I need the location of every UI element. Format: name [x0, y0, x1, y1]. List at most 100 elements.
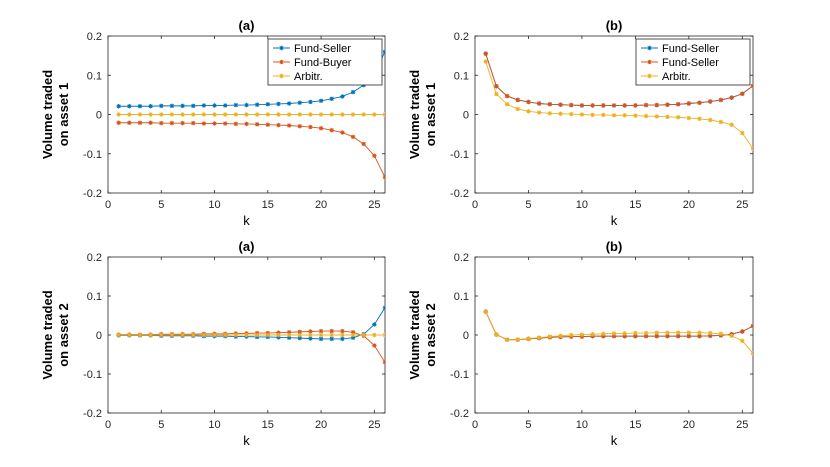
y-axis-label-line1: Volume traded	[40, 70, 55, 159]
data-point	[718, 331, 724, 337]
series-markers-3	[483, 309, 753, 356]
data-point	[372, 332, 377, 338]
data-point	[159, 332, 164, 338]
panel-title: (b)	[606, 239, 623, 254]
data-point	[286, 330, 292, 335]
legend: Fund-Seller Fund-Buyer Arbitr.	[267, 38, 383, 86]
data-point	[350, 112, 356, 117]
x-tick-label: 5	[158, 419, 164, 431]
data-point	[340, 332, 345, 338]
data-point	[137, 104, 143, 109]
data-point	[590, 112, 595, 118]
data-point	[558, 111, 563, 116]
data-point	[665, 114, 670, 120]
data-point	[318, 332, 324, 338]
data-point	[254, 122, 260, 127]
data-point	[729, 95, 734, 100]
data-point	[308, 336, 313, 341]
y-tick-label: -0.1	[83, 149, 102, 161]
data-point	[372, 153, 377, 158]
panel-1: 0 5 10 15 20 25 -0.2 -0.1 0 0.1 0.2 (a) k Volume trad…	[40, 18, 386, 228]
data-point	[750, 146, 753, 151]
data-point	[340, 336, 345, 342]
legend-marker-1	[647, 45, 652, 51]
data-point	[633, 103, 638, 108]
data-point	[286, 123, 292, 128]
panel-4: 0 5 10 15 20 25 -0.2 -0.1 0 0.1 0.2 (b) k Volume trad…	[407, 239, 754, 448]
data-point	[750, 351, 753, 356]
data-point	[127, 332, 132, 338]
panel-3: 0 5 10 15 20 25 -0.2 -0.1 0 0.1 0.2 (a) k Volume trad…	[40, 239, 386, 448]
x-tick-label: 0	[105, 199, 111, 211]
data-point	[579, 112, 585, 117]
data-point	[159, 103, 164, 109]
y-tick-label: 0.1	[454, 70, 469, 82]
y-axis-label: Volume traded on asset 2	[407, 290, 438, 379]
data-point	[579, 332, 585, 337]
panel-title: (a)	[239, 239, 255, 254]
legend-label-3: Arbitr.	[294, 71, 323, 83]
data-point	[361, 112, 366, 117]
data-point	[622, 331, 627, 336]
data-point	[350, 335, 356, 340]
data-point	[222, 112, 228, 117]
data-point	[265, 122, 271, 127]
data-point	[265, 332, 271, 338]
legend-marker-3	[647, 73, 652, 79]
y-axis-label-line2: on asset 2	[56, 303, 71, 367]
data-point	[372, 343, 377, 348]
data-point	[297, 124, 302, 129]
series-line-3	[485, 311, 753, 354]
data-point	[276, 330, 281, 335]
x-axis-label: k	[611, 213, 618, 228]
data-point	[569, 102, 574, 108]
data-point	[169, 103, 175, 109]
y-tick-label: 0	[463, 330, 469, 342]
data-point	[286, 112, 292, 117]
panel-2: 0 5 10 15 20 25 -0.2 -0.1 0 0.1 0.2 (b) k Volume trad…	[407, 18, 754, 228]
series-line-2	[485, 311, 753, 341]
y-axis-label-line2: on asset 2	[423, 303, 438, 367]
y-tick-label: 0	[96, 330, 102, 342]
x-tick-label: 5	[525, 419, 531, 431]
data-point	[526, 99, 531, 105]
y-tick-label: 0.2	[87, 31, 102, 43]
data-point	[526, 109, 531, 114]
data-point	[159, 112, 164, 117]
data-point	[601, 333, 606, 339]
data-point	[116, 112, 121, 117]
data-point	[212, 112, 217, 117]
data-point	[286, 332, 292, 338]
data-point	[643, 113, 649, 119]
data-point	[297, 335, 302, 341]
y-tick-label: 0.1	[87, 70, 102, 82]
data-point	[169, 112, 175, 117]
data-point	[244, 121, 249, 127]
legend-marker-3	[279, 73, 284, 79]
series-markers-3	[116, 112, 385, 117]
data-point	[180, 112, 185, 117]
data-point	[569, 111, 574, 117]
x-tick-label: 10	[576, 199, 588, 211]
data-point	[329, 336, 334, 342]
data-point	[233, 102, 239, 108]
data-point	[504, 93, 510, 99]
y-axis-label: Volume traded on asset 1	[40, 70, 71, 159]
x-tick-label: 20	[315, 419, 327, 431]
data-point	[329, 128, 334, 133]
data-point	[318, 112, 324, 117]
data-point	[233, 332, 239, 338]
data-point	[515, 337, 520, 342]
data-point	[483, 309, 488, 314]
data-point	[180, 332, 185, 338]
data-point	[116, 332, 121, 338]
data-point	[159, 120, 164, 126]
data-point	[350, 134, 356, 140]
data-point	[201, 332, 207, 338]
data-point	[222, 332, 228, 338]
data-point	[633, 333, 638, 339]
legend-label-3: Arbitr.	[662, 71, 691, 83]
data-point	[558, 333, 563, 338]
data-point	[740, 329, 745, 334]
data-point	[308, 332, 313, 338]
